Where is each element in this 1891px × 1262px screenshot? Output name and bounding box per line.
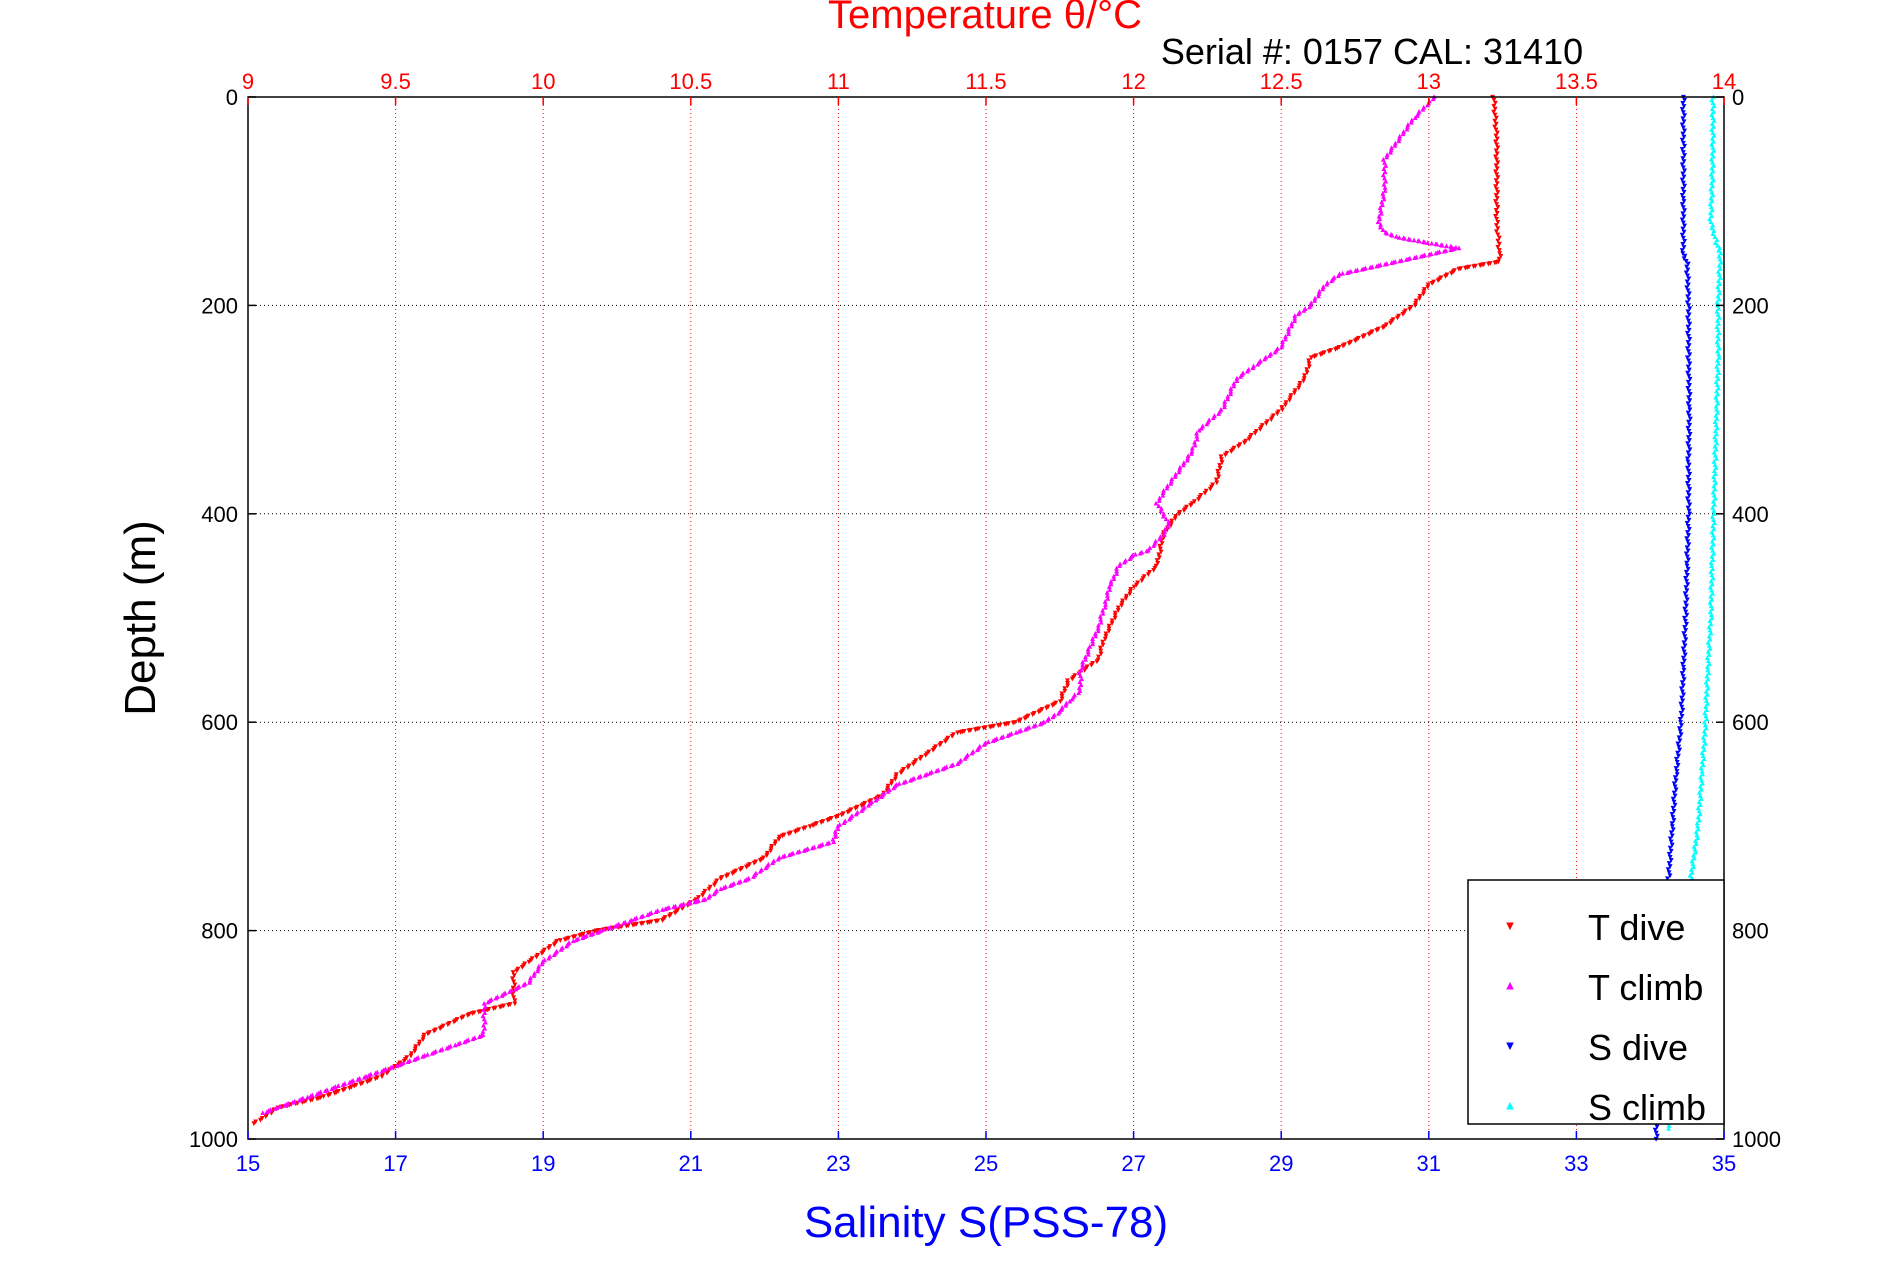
salinity-tick-label: 29	[1269, 1151, 1293, 1176]
temperature-tick-label: 10.5	[669, 69, 712, 94]
temperature-tick-label: 13	[1417, 69, 1441, 94]
salinity-tick-label: 23	[826, 1151, 850, 1176]
legend-marker	[1506, 981, 1514, 990]
depth-tick-label-left: 800	[201, 919, 238, 944]
legend-marker	[1506, 922, 1514, 931]
legend: T dive T climb S dive S climb	[1467, 879, 1725, 1128]
temperature-tick-label: 13.5	[1555, 69, 1598, 94]
depth-tick-label-right: 1000	[1732, 1127, 1781, 1152]
temperature-tick-label: 11	[827, 69, 850, 94]
depth-tick-label-left: 1000	[189, 1127, 238, 1152]
series-t-dive	[251, 94, 1504, 1127]
data-series	[251, 94, 1724, 1142]
temperature-tick-label: 9.5	[380, 69, 411, 94]
legend-box	[1467, 879, 1725, 1125]
legend-label: T dive	[1588, 907, 1685, 948]
legend-marker	[1506, 1101, 1514, 1110]
series-markers	[251, 94, 1504, 1127]
depth-tick-label-right: 0	[1732, 85, 1744, 110]
legend-marker	[1506, 1042, 1514, 1051]
legend-label: T climb	[1588, 967, 1703, 1008]
depth-tick-label-left: 600	[201, 710, 238, 735]
chart-title: Temperature θ/°C	[828, 0, 1142, 37]
salinity-tick-label: 19	[531, 1151, 555, 1176]
salinity-tick-label: 33	[1564, 1151, 1588, 1176]
depth-tick-label-right: 200	[1732, 293, 1769, 318]
temperature-tick-label: 14	[1712, 69, 1736, 94]
depth-tick-label-left: 400	[201, 502, 238, 527]
temperature-tick-label: 12.5	[1260, 69, 1303, 94]
depth-tick-label-left: 0	[226, 85, 238, 110]
salinity-tick-label: 35	[1712, 1151, 1736, 1176]
series-markers	[260, 94, 1462, 1116]
salinity-tick-label: 15	[236, 1151, 260, 1176]
temperature-tick-label: 12	[1121, 69, 1145, 94]
salinity-tick-label: 27	[1121, 1151, 1145, 1176]
salinity-tick-label: 25	[974, 1151, 998, 1176]
salinity-tick-label: 31	[1417, 1151, 1441, 1176]
depth-tick-label-right: 600	[1732, 710, 1769, 735]
temperature-tick-label: 11.5	[965, 69, 1006, 94]
depth-tick-label-left: 200	[201, 293, 238, 318]
y-axis-title: Depth (m)	[116, 520, 165, 716]
chart-subtitle: Serial #: 0157 CAL: 31410	[1161, 31, 1583, 72]
x-axis-title: Salinity S(PSS-78)	[804, 1198, 1168, 1247]
depth-tick-label-right: 800	[1732, 919, 1769, 944]
depth-tick-label-right: 400	[1732, 502, 1769, 527]
temperature-tick-label: 9	[242, 69, 254, 94]
legend-label: S climb	[1588, 1087, 1706, 1128]
legend-label: S dive	[1588, 1027, 1688, 1068]
temperature-tick-label: 10	[531, 69, 555, 94]
salinity-tick-label: 21	[679, 1151, 703, 1176]
salinity-tick-label: 17	[383, 1151, 407, 1176]
series-t-climb	[260, 94, 1462, 1116]
